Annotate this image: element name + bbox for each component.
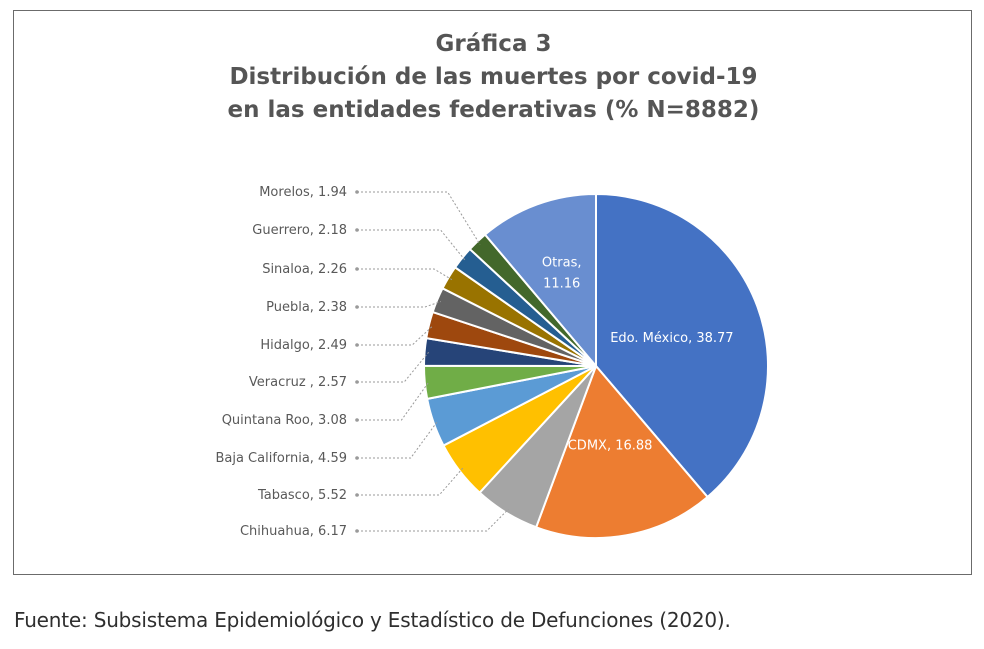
slice-label-quintana-roo: Quintana Roo, 3.08 [222, 413, 347, 428]
leader-line-guerrero [357, 229, 466, 261]
leader-dot-guerrero [355, 228, 359, 232]
leader-dot-chihuahua [355, 529, 359, 533]
leader-line-chihuahua [357, 508, 509, 532]
slice-label-cdmx: CDMX, 16.88 [568, 439, 653, 454]
slice-label-guerrero: Guerrero, 2.18 [252, 223, 347, 238]
leader-dot-baja-california [355, 456, 359, 460]
pie-slice-edo-mexico [595, 192, 769, 499]
leader-dot-sinaloa [355, 267, 359, 271]
leader-line-morelos [357, 191, 481, 245]
leader-lines [355, 190, 509, 533]
slice-label-hidalgo: Hidalgo, 2.49 [260, 338, 347, 353]
slice-label-puebla: Puebla, 2.38 [266, 300, 347, 315]
leader-dot-quintana-roo [355, 418, 359, 422]
leader-dot-hidalgo [355, 343, 359, 347]
slice-label-otras: Otras, 11.16 [542, 255, 582, 291]
leader-line-puebla [357, 301, 442, 308]
leader-line-quintana-roo [357, 381, 430, 421]
slice-label-morelos: Morelos, 1.94 [259, 185, 347, 200]
slice-label-veracruz: Veracruz , 2.57 [249, 375, 347, 390]
slice-label-baja-california: Baja California, 4.59 [215, 451, 347, 466]
pie-slice-otras [483, 192, 597, 369]
leader-dot-veracruz [355, 380, 359, 384]
chart-title-block: Gráfica 3 Distribución de las muertes po… [14, 28, 973, 127]
leader-line-sinaloa [357, 268, 453, 281]
slice-label-tabasco: Tabasco, 5.52 [257, 488, 347, 503]
leader-dot-tabasco [355, 493, 359, 497]
chart-title-line-2: en las entidades federativas (% N=8882) [227, 97, 760, 123]
leader-line-hidalgo [357, 325, 434, 346]
figure-frame: Gráfica 3 Distribución de las muertes po… [13, 10, 972, 575]
leader-line-veracruz [357, 351, 429, 383]
pie-chart: Edo. México, 38.77 CDMX, 16.88 Chihuahua, … [215, 185, 769, 539]
leader-dot-morelos [355, 190, 359, 194]
pie-slice-cdmx [534, 364, 709, 539]
slice-label-chihuahua: Chihuahua, 6.17 [240, 524, 347, 539]
chart-title-line-1: Distribución de las muertes por covid-19 [229, 64, 758, 90]
slice-label-edo-mexico: Edo. México, 38.77 [610, 331, 733, 346]
leader-dot-puebla [355, 305, 359, 309]
source-note: Fuente: Subsistema Epidemiológico y Esta… [14, 608, 731, 632]
slice-labels: Edo. México, 38.77 CDMX, 16.88 Chihuahua, … [215, 185, 733, 539]
slice-label-sinaloa: Sinaloa, 2.26 [262, 262, 347, 277]
figure-label: Gráfica 3 [435, 31, 552, 57]
leader-line-tabasco [357, 467, 464, 496]
pie-slices [422, 192, 769, 539]
leader-line-baja-california [357, 421, 438, 459]
